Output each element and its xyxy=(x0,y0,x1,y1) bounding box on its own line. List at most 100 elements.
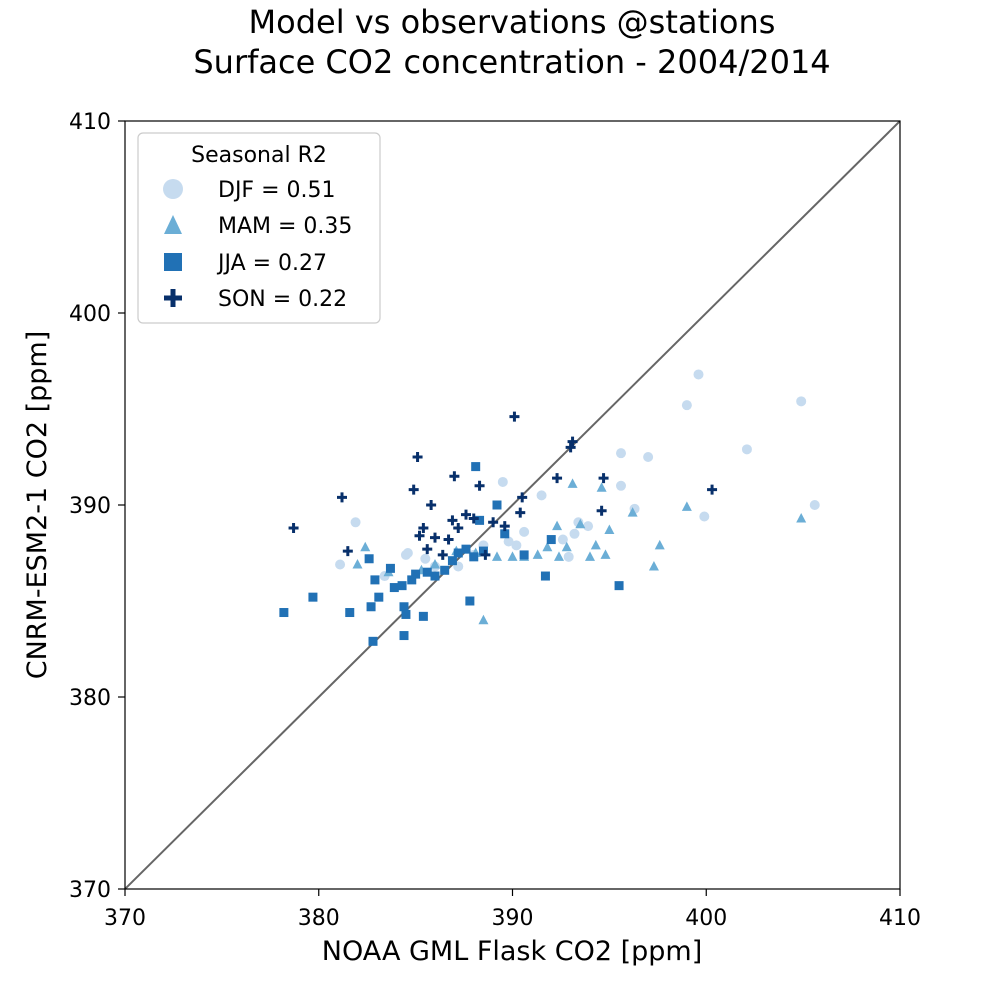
y-tick-label: 410 xyxy=(69,110,111,135)
data-point-plus xyxy=(447,515,458,526)
data-point-circle xyxy=(583,521,594,532)
x-tick-label: 400 xyxy=(685,906,727,931)
data-point-circle xyxy=(420,553,431,564)
data-point-square xyxy=(546,535,556,545)
data-point-circle xyxy=(350,517,361,528)
data-point-triangle xyxy=(681,501,692,511)
data-point-plus xyxy=(422,544,433,555)
data-point-plus xyxy=(342,546,353,557)
data-point-plus xyxy=(453,523,464,534)
data-point-circle xyxy=(699,511,710,522)
data-point-square xyxy=(397,581,407,591)
x-tick-label: 390 xyxy=(492,906,534,931)
x-tick-1: 380 xyxy=(298,889,340,931)
x-tick-label: 410 xyxy=(879,906,921,931)
data-point-triangle xyxy=(654,539,665,550)
data-point-circle xyxy=(503,536,514,547)
data-point-square xyxy=(453,548,463,558)
data-point-triangle xyxy=(542,541,553,552)
data-point-square xyxy=(374,592,384,602)
legend-box xyxy=(137,132,381,324)
data-point-square xyxy=(389,583,399,593)
data-point-circle xyxy=(616,448,626,459)
data-point-triangle xyxy=(507,551,518,561)
data-point-triangle xyxy=(596,482,607,492)
data-point-circle xyxy=(557,534,568,545)
one-to-one-line xyxy=(124,120,901,890)
data-point-square xyxy=(478,546,488,556)
legend-label-jja: JJA = 0.27 xyxy=(216,251,327,276)
data-point-plus xyxy=(480,549,491,560)
data-point-triangle xyxy=(575,518,586,529)
data-point-square xyxy=(614,581,624,591)
data-point-square xyxy=(401,609,411,619)
legend-item-djf: DJF = 0.51 xyxy=(163,178,336,203)
data-point-square xyxy=(345,608,355,618)
data-point-square xyxy=(430,571,440,581)
legend: Seasonal R2 DJF = 0.51 MAM = 0.35 JJA = … xyxy=(137,132,381,324)
data-point-triangle xyxy=(430,559,440,569)
data-point-plus xyxy=(552,473,563,484)
data-point-plus xyxy=(449,471,460,482)
x-tick-4: 410 xyxy=(879,889,921,931)
x-axis-label: NOAA GML Flask CO2 [ppm] xyxy=(322,936,702,967)
data-point-triangle xyxy=(532,549,543,559)
y-tick-label: 370 xyxy=(69,878,111,903)
y-axis-label: CNRM-ESM2-1 CO2 [ppm] xyxy=(22,331,53,680)
series-circle xyxy=(335,369,820,582)
data-point-plus xyxy=(414,530,425,541)
data-point-plus xyxy=(474,480,485,491)
data-point-circle xyxy=(497,476,508,487)
data-point-square xyxy=(471,462,481,472)
data-point-square xyxy=(279,608,289,618)
square-marker-icon xyxy=(164,253,182,271)
data-point-triangle xyxy=(492,551,502,561)
data-point-plus xyxy=(515,507,526,518)
data-point-circle xyxy=(335,559,346,570)
data-point-triangle xyxy=(627,507,638,517)
x-axis: 370 380 390 400 410 xyxy=(104,889,921,931)
data-point-plus xyxy=(598,473,609,484)
legend-item-jja: JJA = 0.27 xyxy=(164,251,327,276)
data-point-square xyxy=(370,575,380,585)
legend-label-son: SON = 0.22 xyxy=(218,287,347,312)
plus-marker-icon xyxy=(164,289,182,307)
data-point-triangle xyxy=(600,549,611,559)
data-point-triangle xyxy=(796,512,807,523)
data-point-plus xyxy=(488,517,499,528)
data-point-circle xyxy=(402,548,413,558)
data-point-plus xyxy=(412,452,423,462)
data-point-plus xyxy=(426,500,437,510)
y-tick-label: 380 xyxy=(69,686,111,711)
data-point-square xyxy=(440,565,450,575)
data-point-square xyxy=(407,575,417,585)
data-point-square xyxy=(366,602,376,612)
data-point-square xyxy=(399,602,409,612)
series-triangle xyxy=(352,478,807,625)
data-point-plus xyxy=(443,534,454,545)
x-tick-3: 400 xyxy=(685,889,727,931)
data-point-square xyxy=(447,556,457,566)
triangle-marker-icon xyxy=(164,215,182,234)
data-point-plus xyxy=(707,484,718,495)
series-square xyxy=(279,462,624,646)
data-point-square xyxy=(492,500,502,510)
y-tick-2: 390 xyxy=(69,494,125,519)
series-plus xyxy=(288,411,718,560)
x-tick-0: 370 xyxy=(104,889,146,931)
x-tick-2: 390 xyxy=(492,889,534,931)
data-point-circle xyxy=(643,452,654,462)
data-point-circle xyxy=(616,480,626,491)
data-point-square xyxy=(364,554,374,564)
y-tick-1: 380 xyxy=(69,686,125,711)
data-point-circle xyxy=(519,526,530,537)
data-point-square xyxy=(465,596,475,606)
data-point-triangle xyxy=(352,559,363,569)
legend-label-mam: MAM = 0.35 xyxy=(218,214,352,239)
data-point-plus xyxy=(430,532,440,543)
data-point-square xyxy=(308,592,318,602)
legend-label-djf: DJF = 0.51 xyxy=(218,178,336,203)
chart-title: Model vs observations @stations xyxy=(249,3,776,41)
data-point-triangle xyxy=(554,551,564,561)
data-point-square xyxy=(411,569,421,579)
